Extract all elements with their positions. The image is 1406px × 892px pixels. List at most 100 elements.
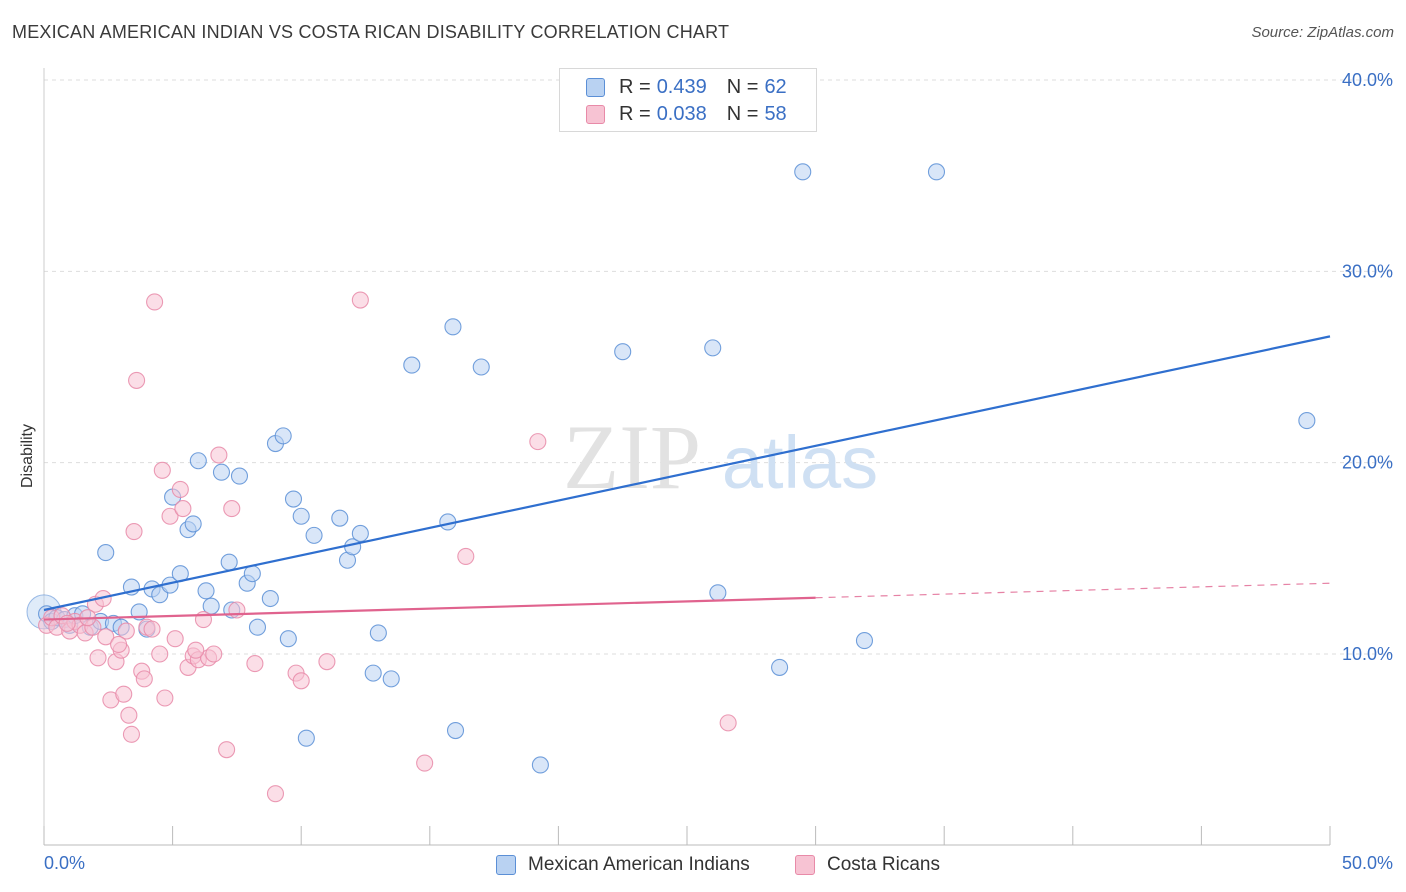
legend-r-value: 0.439 [656, 75, 707, 98]
point-mexican-american-indians [614, 343, 632, 361]
point-mexican-american-indians [709, 584, 727, 602]
point-costa-ricans [161, 507, 179, 525]
point-costa-ricans [351, 291, 369, 309]
point-costa-ricans [266, 785, 285, 803]
point-costa-ricans [457, 547, 475, 565]
watermark: ZIP atlas [563, 406, 878, 508]
tick-label-layer: 10.0% 20.0% 30.0% 40.0% 0.0% 50.0% [44, 70, 1393, 873]
point-costa-ricans [174, 500, 192, 518]
point-costa-ricans [416, 754, 434, 772]
chart-source: Source: ZipAtlas.com [1251, 24, 1394, 41]
y-tick-label: 30.0% [1342, 261, 1393, 281]
legend-n-value: 62 [764, 75, 787, 98]
bottom-legend-swatch-pink [795, 855, 815, 875]
point-costa-ricans [156, 689, 174, 707]
point-costa-ricans [228, 601, 246, 619]
legend-r-label: R = [619, 102, 651, 125]
legend-n-value: 58 [764, 102, 787, 125]
point-mexican-american-indians [771, 658, 789, 676]
point-mexican-american-indians [305, 526, 323, 544]
chart-title: MEXICAN AMERICAN INDIAN VS COSTA RICAN D… [12, 22, 730, 42]
y-tick-label: 10.0% [1342, 644, 1393, 664]
point-mexican-american-indians [1298, 412, 1316, 430]
point-costa-ricans [117, 622, 135, 640]
trend-line-costa-ricans [43, 596, 816, 621]
point-mexican-american-indians [369, 624, 387, 642]
point-mexican-american-indians [444, 318, 462, 336]
point-costa-ricans [246, 655, 264, 673]
point-costa-ricans [122, 725, 140, 743]
point-costa-ricans [146, 293, 164, 311]
bottom-legend-mexican-american-indians: Mexican American Indians [496, 852, 750, 878]
point-mexican-american-indians [403, 356, 421, 374]
bottom-legend-label: Costa Ricans [827, 854, 940, 875]
point-costa-ricans [218, 741, 236, 759]
point-mexican-american-indians [855, 632, 874, 650]
point-mexican-american-indians [248, 618, 267, 636]
point-costa-ricans [292, 672, 310, 690]
point-mexican-american-indians [220, 553, 238, 571]
point-mexican-american-indians [279, 630, 297, 648]
point-costa-ricans [135, 670, 153, 688]
y-tick-label: 40.0% [1342, 70, 1393, 90]
point-mexican-american-indians [292, 507, 310, 525]
point-costa-ricans [151, 645, 169, 663]
point-mexican-american-indians [243, 565, 261, 583]
point-mexican-american-indians [364, 664, 382, 682]
point-mexican-american-indians [284, 490, 303, 508]
point-costa-ricans [125, 522, 143, 541]
axis-layer [43, 68, 1331, 846]
point-costa-ricans [205, 645, 223, 663]
watermark-zip: ZIP [563, 406, 701, 508]
point-mexican-american-indians [472, 358, 490, 376]
point-costa-ricans [223, 500, 241, 518]
legend-row-costa-ricans: R = 0.038 N = 58 [586, 101, 787, 127]
x-tick-label-max: 50.0% [1342, 853, 1393, 873]
point-costa-ricans [120, 706, 138, 724]
point-mexican-american-indians [794, 163, 812, 181]
point-costa-ricans [143, 620, 161, 638]
y-tick-label: 20.0% [1342, 453, 1393, 473]
point-mexican-american-indians [189, 452, 207, 470]
correlation-legend: R = 0.439 N = 62 R = 0.038 N = 58 [559, 68, 817, 132]
point-costa-ricans [529, 433, 547, 451]
point-mexican-american-indians [531, 756, 549, 774]
point-costa-ricans [128, 371, 146, 389]
point-mexican-american-indians [331, 509, 349, 527]
point-costa-ricans [115, 685, 133, 703]
point-mexican-american-indians [704, 339, 722, 357]
point-costa-ricans [97, 628, 115, 646]
point-costa-ricans [318, 653, 336, 671]
legend-n-label: N = [726, 75, 759, 98]
point-costa-ricans [210, 446, 228, 464]
legend-r-label: R = [619, 75, 651, 98]
point-costa-ricans [110, 635, 128, 653]
bottom-legend-costa-ricans: Costa Ricans [795, 852, 940, 878]
point-mexican-american-indians [446, 721, 465, 740]
point-costa-ricans [171, 480, 189, 499]
point-mexican-american-indians [212, 463, 231, 481]
point-costa-ricans [153, 461, 171, 479]
point-mexican-american-indians [197, 582, 215, 600]
watermark-atlas: atlas [722, 421, 878, 504]
point-costa-ricans [187, 641, 205, 659]
legend-swatch-blue [586, 77, 605, 97]
y-axis-label: Disability [19, 423, 36, 489]
trend-layer [43, 335, 1331, 621]
trend-line-costa-ricans-extrapolated [815, 582, 1331, 599]
point-mexican-american-indians [274, 427, 292, 445]
legend-r-value: 0.038 [656, 102, 707, 125]
point-mexican-american-indians [297, 729, 315, 747]
point-mexican-american-indians [927, 163, 946, 181]
legend-n-label: N = [726, 102, 759, 125]
x-tick-label-min: 0.0% [44, 853, 85, 873]
point-mexican-american-indians [97, 544, 115, 562]
point-mexican-american-indians [230, 467, 249, 485]
point-mexican-american-indians [382, 670, 400, 688]
point-costa-ricans [166, 630, 184, 648]
point-costa-ricans [719, 714, 737, 732]
point-mexican-american-indians [184, 515, 202, 533]
points-layer [26, 163, 1316, 803]
bottom-legend-swatch-blue [496, 855, 516, 875]
